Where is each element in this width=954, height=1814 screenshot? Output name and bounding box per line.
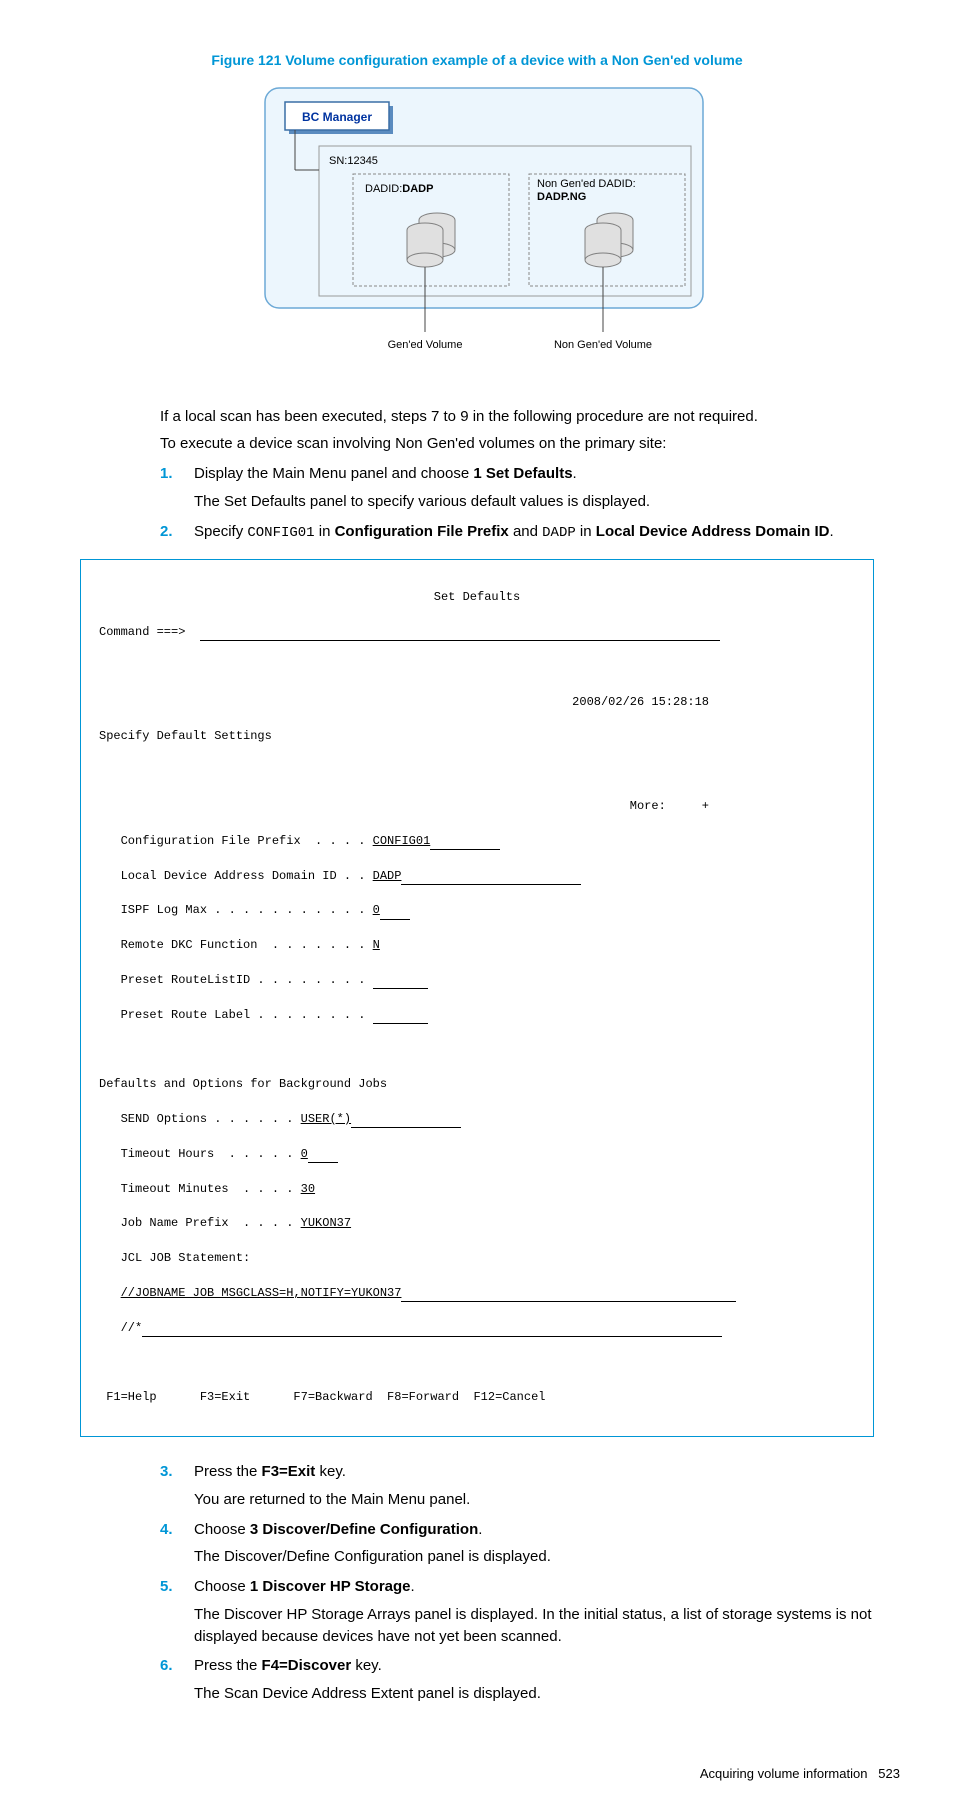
text: key. <box>351 1657 382 1674</box>
text: Press the <box>194 1463 262 1480</box>
list-item: 5. Choose 1 Discover HP Storage. The Dis… <box>160 1576 904 1647</box>
field-fill[interactable] <box>351 1116 461 1128</box>
section-label: Defaults and Options for Background Jobs <box>99 1076 855 1093</box>
list-number: 4. <box>160 1519 194 1569</box>
text-bold: 1 Set Defaults <box>473 465 572 482</box>
field-value[interactable]: 0 <box>373 903 380 917</box>
field-fill[interactable] <box>401 1290 736 1302</box>
command-prompt: Command ===> <box>99 625 185 639</box>
text: The Set Defaults panel to specify variou… <box>194 491 904 513</box>
field-value[interactable]: //JOBNAME JOB MSGCLASS=H,NOTIFY=YUKON37 <box>121 1286 402 1300</box>
command-input[interactable] <box>200 629 720 641</box>
text: . <box>573 465 577 482</box>
paragraph: To execute a device scan involving Non G… <box>160 433 904 455</box>
terminal-title: Set Defaults <box>99 589 855 606</box>
text: and <box>509 523 542 540</box>
text: . <box>829 523 833 540</box>
text: . <box>478 1521 482 1538</box>
text: . <box>411 1578 415 1595</box>
field-label: Preset RouteListID . . . . . . . . <box>121 973 366 987</box>
paragraph: If a local scan has been executed, steps… <box>160 406 904 428</box>
list-number: 5. <box>160 1576 194 1647</box>
text: Choose <box>194 1578 250 1595</box>
ordered-list: 3. Press the F3=Exit key. You are return… <box>160 1461 904 1705</box>
ng-dadid-label2: DADP.NG <box>537 191 586 203</box>
text: Choose <box>194 1521 250 1538</box>
field-value[interactable]: YUKON37 <box>301 1216 351 1230</box>
footer-text: Acquiring volume information <box>700 1766 868 1781</box>
list-number: 2. <box>160 521 194 543</box>
field-label: Job Name Prefix . . . . <box>121 1216 294 1230</box>
text-bold: F3=Exit <box>262 1463 316 1480</box>
field-fill[interactable] <box>308 1151 338 1163</box>
field-label: Timeout Hours . . . . . <box>121 1147 294 1161</box>
text-mono: CONFIG01 <box>247 525 314 541</box>
text: Press the <box>194 1657 262 1674</box>
list-number: 1. <box>160 463 194 513</box>
text-bold: 1 Discover HP Storage <box>250 1578 411 1595</box>
figure-diagram: BC Manager SN:12345 DADID:DADP Non Gen'e… <box>50 82 904 377</box>
text-bold: F4=Discover <box>262 1657 352 1674</box>
text-bold: 3 Discover/Define Configuration <box>250 1521 478 1538</box>
more-indicator: More: + <box>99 798 709 815</box>
field-label: Local Device Address Domain ID . . <box>121 869 366 883</box>
field-value[interactable]: DADP <box>373 869 402 883</box>
text: Display the Main Menu panel and choose <box>194 465 473 482</box>
text: You are returned to the Main Menu panel. <box>194 1489 904 1511</box>
field-label: Preset Route Label . . . . . . . . <box>121 1008 366 1022</box>
field-label: ISPF Log Max . . . . . . . . . . . <box>121 903 366 917</box>
text: key. <box>315 1463 346 1480</box>
field-value[interactable] <box>373 977 428 989</box>
list-item: 3. Press the F3=Exit key. You are return… <box>160 1461 904 1511</box>
text-mono: DADP <box>542 525 576 541</box>
field-value[interactable]: //* <box>121 1321 143 1335</box>
list-item: 1. Display the Main Menu panel and choos… <box>160 463 904 513</box>
text: The Scan Device Address Extent panel is … <box>194 1683 904 1705</box>
text: in <box>315 523 335 540</box>
field-value[interactable]: CONFIG01 <box>373 834 431 848</box>
field-value[interactable] <box>373 1012 428 1024</box>
list-number: 3. <box>160 1461 194 1511</box>
list-item: 4. Choose 3 Discover/Define Configuratio… <box>160 1519 904 1569</box>
field-fill[interactable] <box>430 838 500 850</box>
list-item: 2. Specify CONFIG01 in Configuration Fil… <box>160 521 904 543</box>
page-footer: Acquiring volume information 523 <box>50 1765 904 1784</box>
function-keys: F1=Help F3=Exit F7=Backward F8=Forward F… <box>99 1389 855 1406</box>
text: in <box>576 523 596 540</box>
text-bold: Configuration File Prefix <box>335 523 509 540</box>
field-fill[interactable] <box>401 873 581 885</box>
gened-volume-label: Gen'ed Volume <box>388 339 463 351</box>
field-fill[interactable] <box>380 908 410 920</box>
text-bold: Local Device Address Domain ID <box>596 523 830 540</box>
terminal-panel: Set Defaults Command ===> 2008/02/26 15:… <box>80 559 874 1437</box>
field-value[interactable]: 0 <box>301 1147 308 1161</box>
ng-dadid-label1: Non Gen'ed DADID: <box>537 178 636 190</box>
list-number: 6. <box>160 1655 194 1705</box>
page-number: 523 <box>878 1766 900 1781</box>
field-value[interactable]: N <box>373 938 380 952</box>
text: Specify <box>194 523 247 540</box>
field-label: Timeout Minutes . . . . <box>121 1182 294 1196</box>
dadid-label: DADID:DADP <box>365 183 433 195</box>
sn-label: SN:12345 <box>329 155 378 167</box>
field-label: SEND Options . . . . . . <box>121 1112 294 1126</box>
field-label: Configuration File Prefix . . . . <box>121 834 366 848</box>
field-fill[interactable] <box>142 1325 722 1337</box>
figure-caption: Figure 121 Volume configuration example … <box>50 50 904 70</box>
field-value[interactable]: 30 <box>301 1182 315 1196</box>
nongened-volume-label: Non Gen'ed Volume <box>554 339 652 351</box>
list-item: 6. Press the F4=Discover key. The Scan D… <box>160 1655 904 1705</box>
section-label: Specify Default Settings <box>99 728 855 745</box>
field-value[interactable]: USER(*) <box>301 1112 351 1126</box>
text: The Discover/Define Configuration panel … <box>194 1546 904 1568</box>
bc-manager-label: BC Manager <box>302 110 372 124</box>
ordered-list: 1. Display the Main Menu panel and choos… <box>160 463 904 543</box>
field-label: Remote DKC Function . . . . . . . <box>121 938 366 952</box>
field-label: JCL JOB Statement: <box>121 1251 251 1265</box>
text: The Discover HP Storage Arrays panel is … <box>194 1604 904 1648</box>
timestamp: 2008/02/26 15:28:18 <box>99 694 709 711</box>
